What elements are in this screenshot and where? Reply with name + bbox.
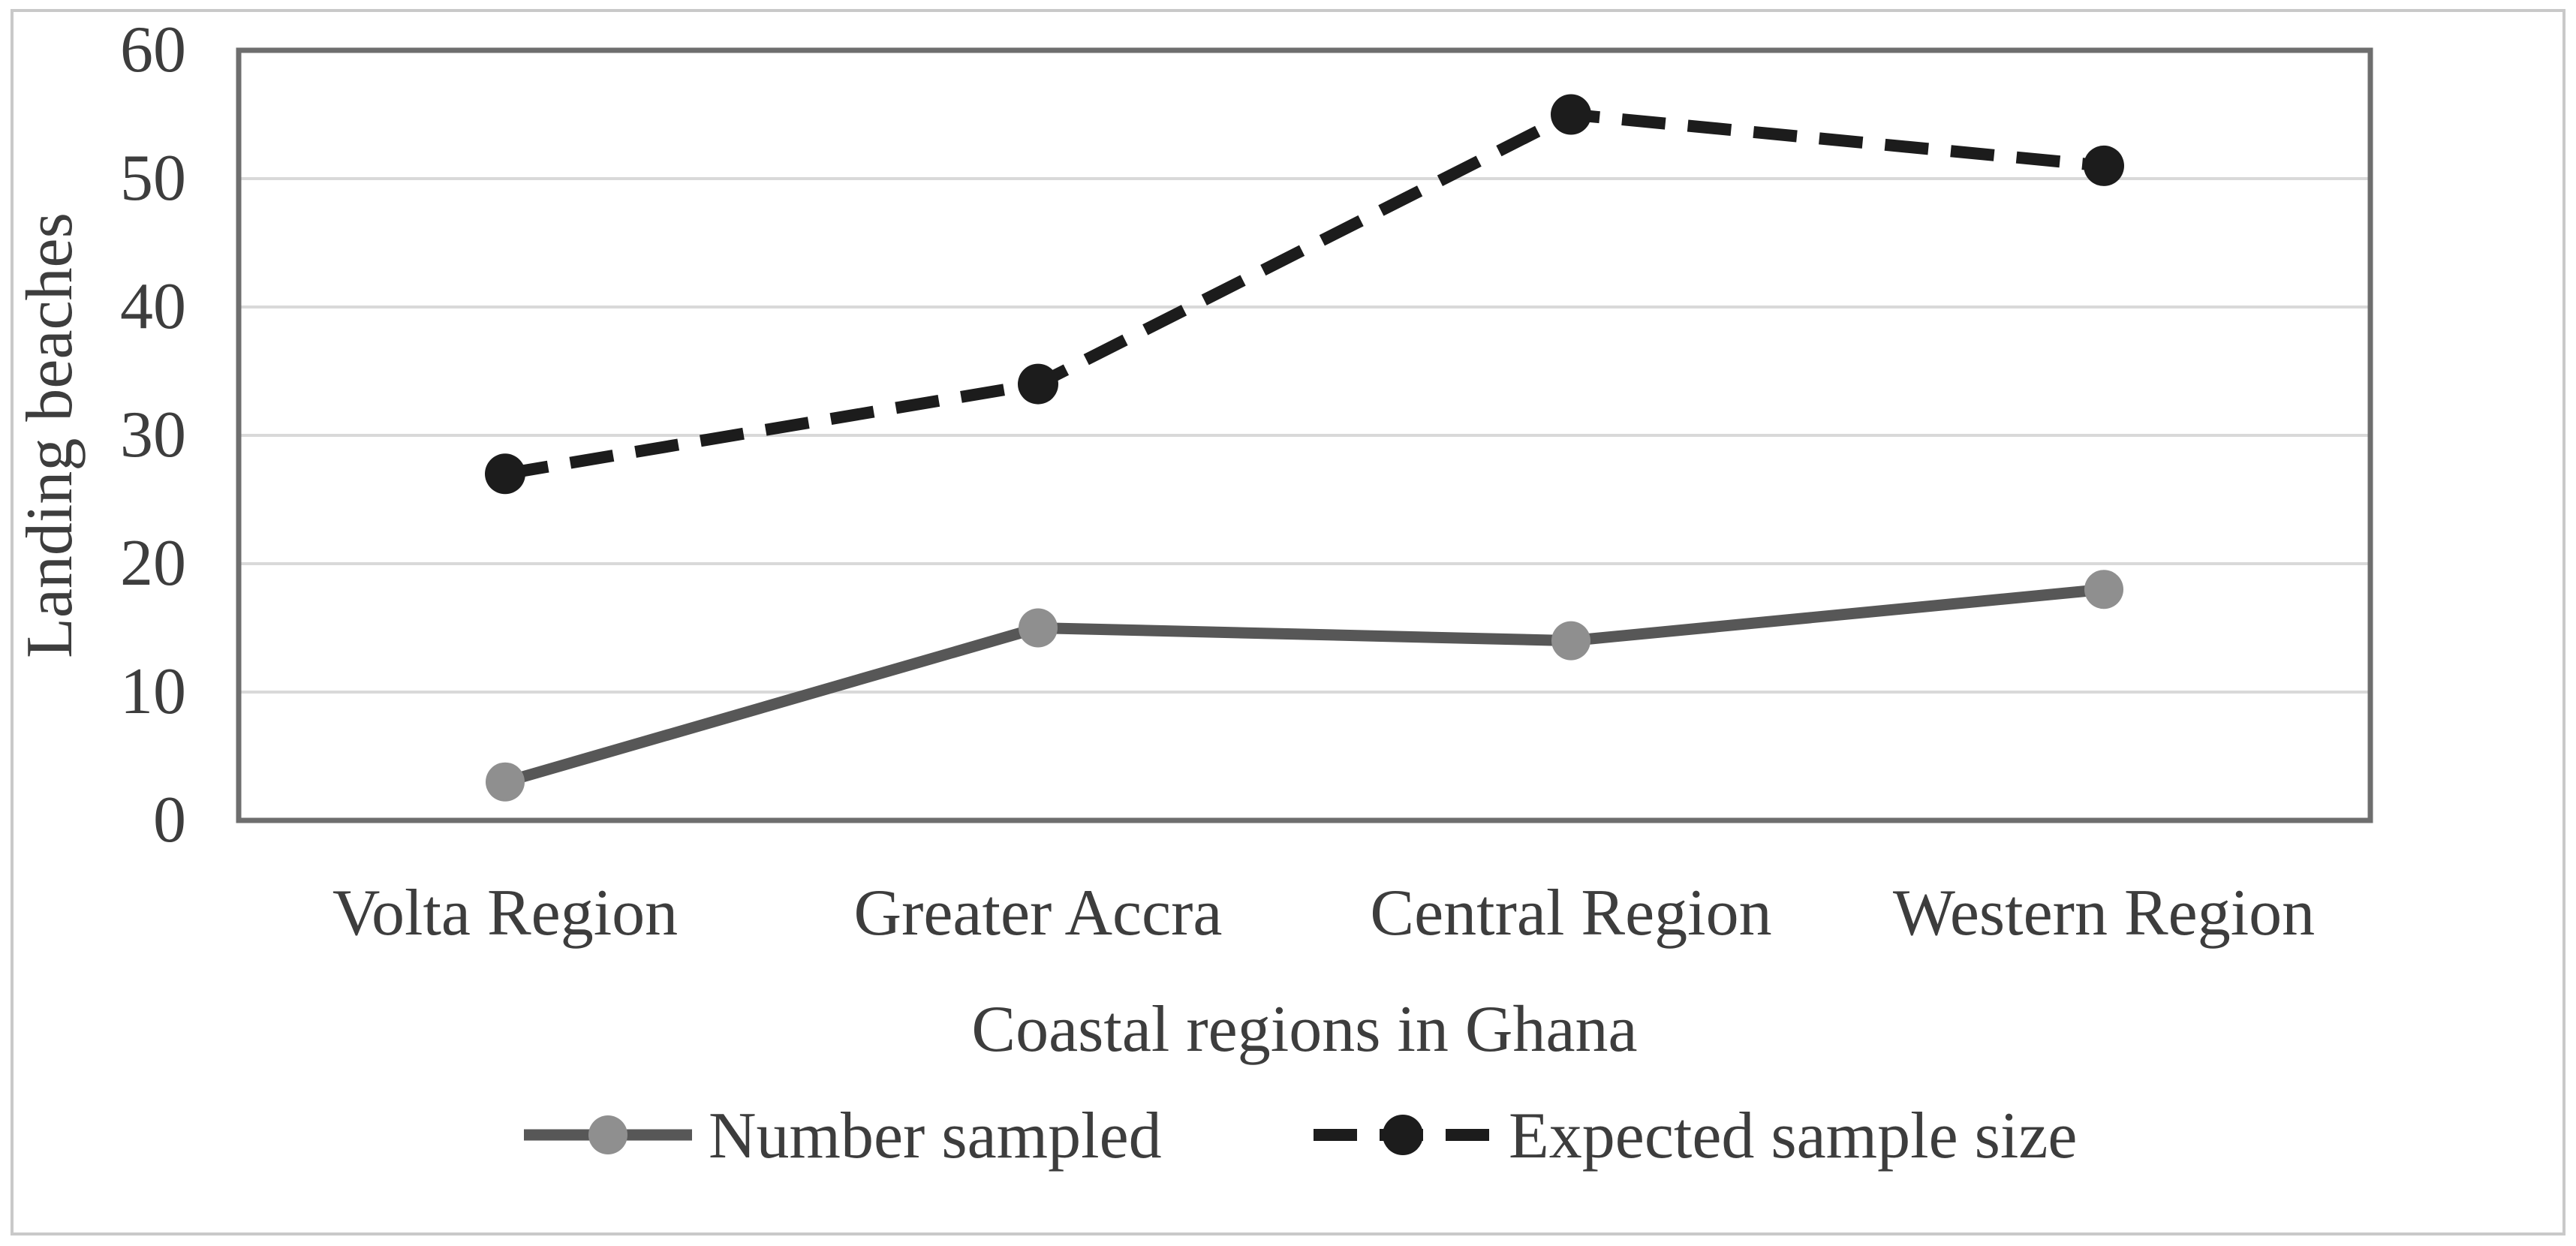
x-tick-label: Volta Region — [333, 877, 678, 950]
data-point-1-0 — [485, 453, 525, 495]
data-point-0-0 — [486, 762, 525, 802]
data-point-0-2 — [1551, 621, 1590, 661]
figure-border — [11, 9, 2565, 1235]
chart-plot-area: 0 10 20 30 40 50 60 Volta Region Greater Accra Ce… — [11, 9, 2565, 1235]
data-point-0-3 — [2084, 570, 2123, 609]
y-axis-title: Landing beaches — [14, 212, 86, 658]
plot-border — [236, 47, 2373, 823]
legend-swatches — [524, 1115, 1492, 1155]
y-tick-label: 60 — [120, 14, 186, 86]
y-tick-label: 10 — [120, 655, 186, 728]
y-tick-label: 40 — [120, 270, 186, 343]
y-tick-label: 0 — [153, 784, 186, 856]
data-point-1-3 — [2084, 145, 2124, 186]
x-axis-title: Coastal regions in Ghana — [971, 993, 1637, 1066]
series-line-1 — [504, 108, 2105, 480]
data-point-0-1 — [1019, 608, 1058, 648]
data-point-1-1 — [1018, 363, 1058, 405]
x-tick-label: Western Region — [1893, 877, 2315, 950]
x-tick-label: Greater Accra — [854, 877, 1223, 950]
legend-label-expected-sample-size: Expected sample size — [1509, 1100, 2077, 1172]
legend-swatch-marker-1 — [1383, 1115, 1423, 1155]
legend-swatch-marker-0 — [588, 1115, 627, 1154]
y-tick-label: 30 — [120, 399, 186, 471]
legend-label-number-sampled: Number sampled — [709, 1100, 1162, 1172]
x-tick-label: Central Region — [1370, 877, 1771, 950]
y-tick-label: 50 — [120, 142, 186, 215]
y-tick-label: 20 — [120, 527, 186, 600]
series-line-0 — [503, 583, 2105, 787]
data-point-1-2 — [1551, 94, 1591, 135]
legend: Number sampled Expected sample size — [524, 1100, 2077, 1172]
